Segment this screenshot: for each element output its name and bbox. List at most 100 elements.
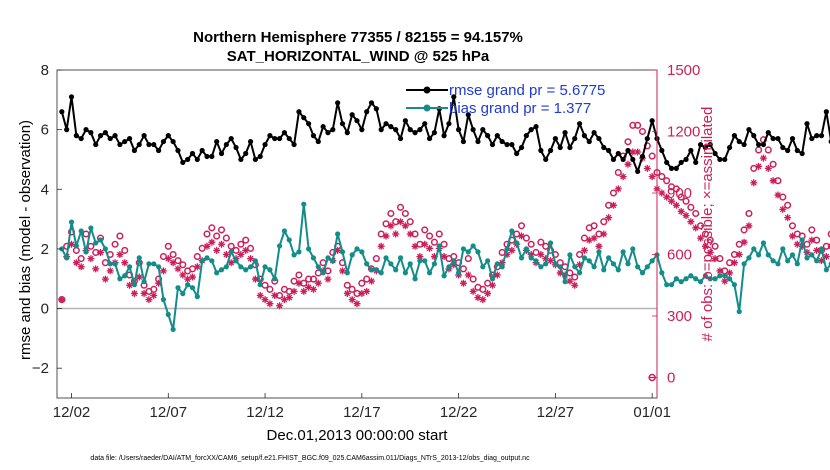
possible-point <box>648 152 656 160</box>
possible-point <box>774 177 782 185</box>
bias-point <box>789 252 796 258</box>
rmse-point <box>509 141 515 148</box>
bias-point <box>83 249 89 255</box>
possible-point <box>382 220 390 228</box>
x-tick-label: 12/22 <box>440 404 478 421</box>
assimilated-point <box>193 263 201 271</box>
rmse-point <box>635 168 641 174</box>
assimilated-point <box>174 265 182 273</box>
rmse-point <box>625 147 631 154</box>
possible-point <box>416 240 424 248</box>
assimilated-point <box>300 287 308 295</box>
rmse-point <box>252 156 258 163</box>
assimilated-point <box>155 279 163 287</box>
assimilated-point <box>566 277 574 285</box>
bias-point <box>320 270 326 276</box>
bias-point <box>373 267 379 273</box>
assimilated-point <box>261 296 269 304</box>
right-axis: 0 300 600 900 1200 1500 <box>652 62 700 398</box>
possible-point <box>179 261 187 269</box>
assimilated-point <box>759 154 767 162</box>
bias-point <box>97 237 104 243</box>
assimilated-point <box>256 292 264 299</box>
y-right-tick-label: 0 <box>667 370 675 387</box>
possible-point <box>266 285 274 293</box>
y-left-tick-label: −2 <box>32 360 49 377</box>
possible-point <box>542 242 550 250</box>
assimilated-point <box>692 224 700 232</box>
possible-point <box>663 177 671 185</box>
rmse-point <box>233 144 239 151</box>
bias-point <box>136 255 142 261</box>
possible-point <box>692 209 700 218</box>
bias-point <box>688 273 694 279</box>
assimilated-point <box>348 296 356 304</box>
rmse-point <box>785 147 791 154</box>
rmse-point <box>107 135 113 142</box>
rmse-point <box>485 133 491 139</box>
assimilated-point <box>430 253 438 261</box>
rmse-point <box>165 133 171 139</box>
rmse-point <box>325 130 331 136</box>
bias-point <box>117 276 123 282</box>
bias-point <box>717 273 723 279</box>
series-group <box>58 94 830 382</box>
possible-point <box>764 146 772 154</box>
possible-point <box>285 287 293 295</box>
assimilated-point <box>203 242 211 250</box>
assimilated-point <box>677 207 685 215</box>
rmse-point <box>688 147 694 154</box>
bias-point <box>238 264 244 270</box>
bias-point <box>156 264 162 270</box>
rmse-point <box>180 159 186 166</box>
rmse-point <box>586 138 592 145</box>
x-tick-label: 12/17 <box>343 404 381 421</box>
bias-point <box>112 261 118 267</box>
assimilated-point <box>580 246 588 254</box>
rmse-point <box>726 144 733 151</box>
bias-point <box>547 240 554 246</box>
possible-point <box>527 240 535 248</box>
possible-point <box>624 138 632 146</box>
assimilated-point <box>585 236 593 244</box>
possible-point <box>309 275 318 283</box>
rmse-point <box>175 147 181 154</box>
bias-point <box>523 246 529 252</box>
bias-point <box>228 249 234 255</box>
data-file-footnote: data file: /Users/raeder/DAI/ATM_forcXX/… <box>90 455 530 462</box>
possible-point <box>658 173 666 181</box>
possible-point <box>469 275 477 283</box>
possible-point <box>672 185 680 193</box>
rmse-point <box>185 156 191 163</box>
possible-point <box>735 240 743 248</box>
bias-point <box>397 255 404 261</box>
rmse-point <box>552 135 558 142</box>
assimilated-point <box>493 271 501 279</box>
assimilated-point <box>527 251 535 258</box>
rmse-point <box>422 121 428 127</box>
assimilated-point <box>643 164 651 172</box>
assimilated-point <box>658 189 666 197</box>
rmse-point <box>514 150 520 157</box>
rmse-point <box>243 150 249 157</box>
bias-point <box>204 255 210 261</box>
possible-point <box>159 252 168 261</box>
bias-point <box>581 255 588 261</box>
rmse-point <box>494 133 500 139</box>
rmse-point <box>88 130 94 136</box>
possible-point <box>769 160 777 168</box>
bias-point <box>252 258 258 264</box>
bias-point <box>165 311 171 318</box>
assimilated-point <box>222 251 230 258</box>
possible-point <box>290 277 298 285</box>
rmse-point <box>673 165 679 171</box>
bias-point <box>276 243 283 249</box>
rmse-point <box>804 121 810 127</box>
rmse-point <box>257 153 263 160</box>
bias-point <box>518 255 525 261</box>
bias-point <box>480 264 486 270</box>
assimilated-point <box>769 177 777 185</box>
possible-point <box>537 238 545 246</box>
rmse-point <box>606 147 612 154</box>
rmse-point <box>780 144 786 151</box>
